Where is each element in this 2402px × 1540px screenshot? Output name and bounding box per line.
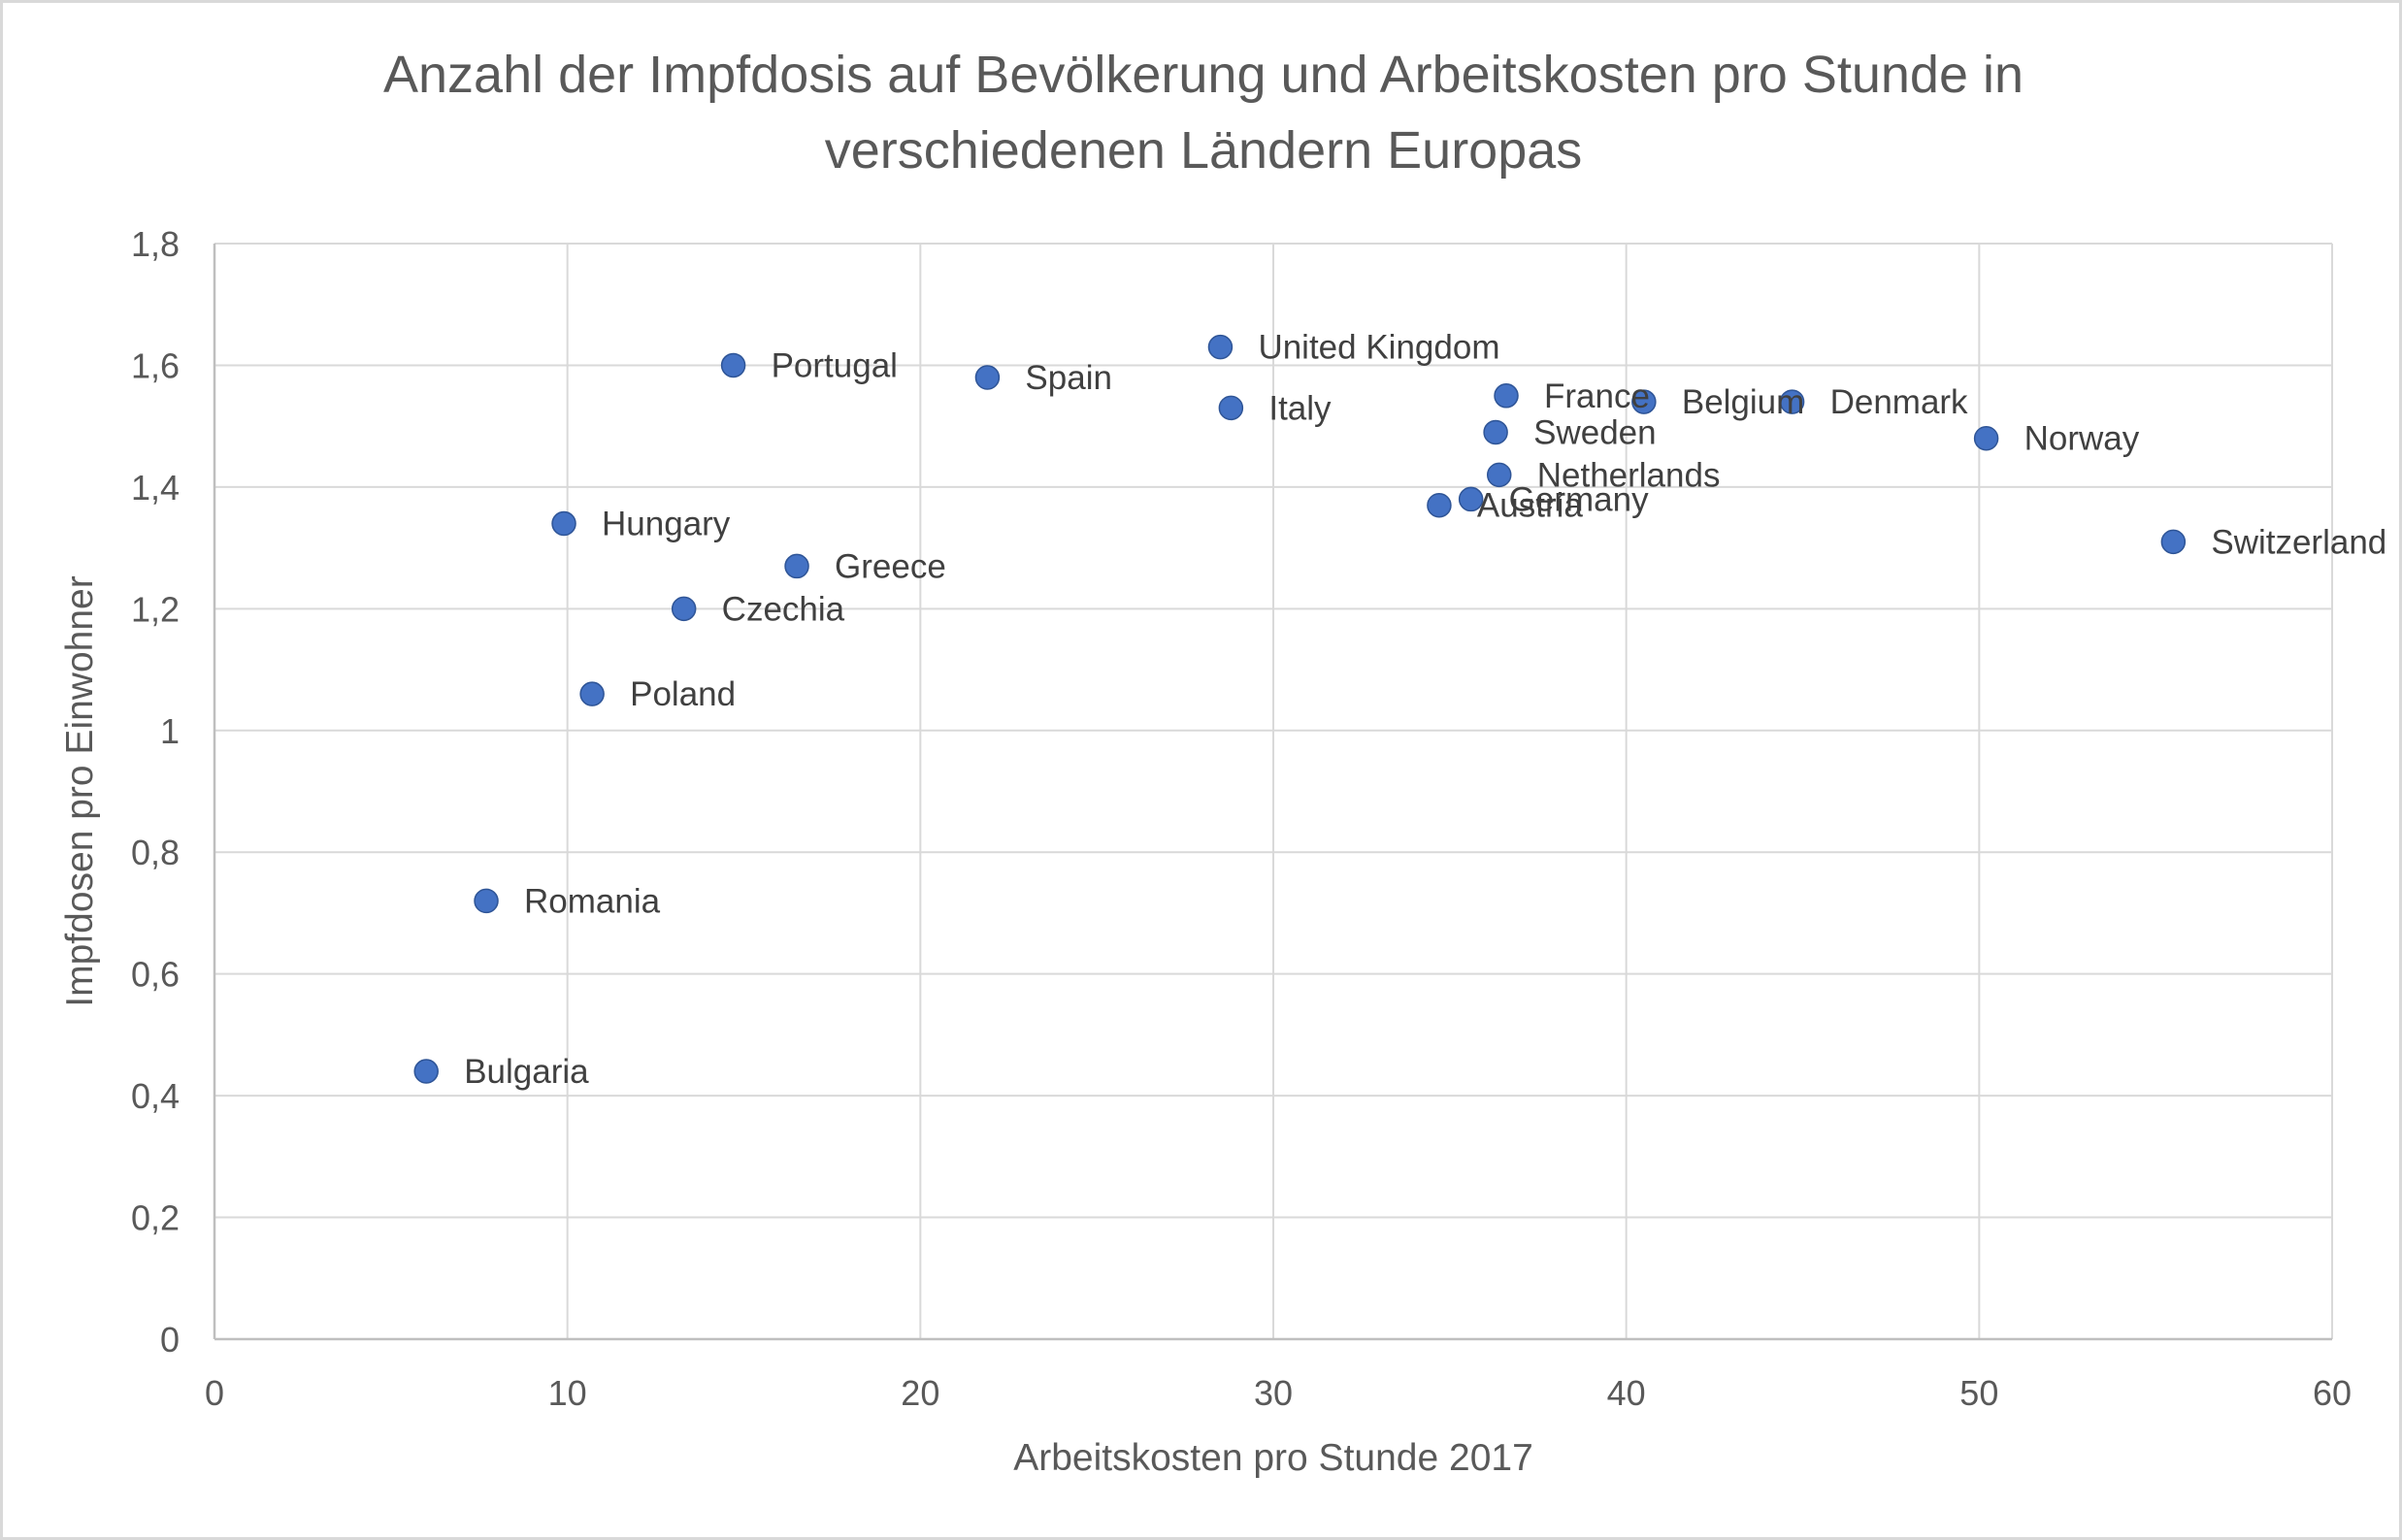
data-label: Austria	[1477, 487, 1583, 525]
scatter-chart: Anzahl der Impfdosis auf Bevölkerung und…	[59, 46, 2386, 1479]
data-point	[1631, 389, 1657, 414]
y-tick-label: 1,6	[131, 345, 180, 385]
y-tick-label: 1,8	[131, 224, 180, 264]
y-axis-title: Impfdosen pro Einwohner	[59, 575, 101, 1006]
x-tick-label: 40	[1607, 1373, 1646, 1413]
data-label: Sweden	[1533, 413, 1656, 451]
y-tick-label: 1,2	[131, 589, 180, 629]
data-label: Denmark	[1830, 383, 1968, 421]
data-label: Poland	[630, 675, 736, 713]
y-axis-ticks: 0 0,2 0,4 0,6 0,8 1 1,2 1,4 1,6 1,8	[131, 224, 180, 1360]
data-labels: Portugal Spain United Kingdom Italy France Be…	[464, 329, 2386, 1091]
y-tick-label: 0,2	[131, 1198, 180, 1238]
x-tick-label: 30	[1254, 1373, 1293, 1413]
data-label: Switzerland	[2211, 523, 2386, 561]
y-tick-label: 1	[160, 711, 180, 751]
data-point	[720, 352, 746, 378]
y-tick-label: 0,8	[131, 833, 180, 872]
data-label: France	[1544, 377, 1650, 415]
data-point	[974, 365, 1001, 390]
data-point	[671, 596, 697, 622]
data-point	[551, 510, 576, 537]
data-label: Netherlands	[1537, 456, 1721, 494]
y-tick-label: 0,6	[131, 955, 180, 995]
data-label: Bulgaria	[464, 1053, 589, 1091]
data-label: Romania	[524, 882, 661, 920]
data-point	[1494, 383, 1519, 409]
x-tick-label: 20	[901, 1373, 939, 1413]
data-point	[1458, 486, 1484, 512]
y-tick-label: 0,4	[131, 1076, 180, 1116]
gridlines	[213, 243, 2333, 1341]
data-label: Norway	[2024, 420, 2140, 458]
y-tick-label: 0	[160, 1320, 180, 1360]
x-axis-title: Arbeitskosten pro Stunde 2017	[1013, 1437, 1533, 1479]
data-label: Spain	[1025, 359, 1112, 397]
data-label: Portugal	[772, 346, 898, 384]
chart-title-line: verschiedenen Ländern Europas	[825, 121, 1583, 180]
data-label: Hungary	[602, 506, 731, 543]
data-point	[1207, 334, 1234, 360]
data-point	[1973, 425, 1999, 451]
data-point	[579, 681, 605, 706]
data-label: Belgium	[1682, 383, 1804, 421]
x-tick-label: 10	[548, 1373, 587, 1413]
data-point	[1427, 492, 1452, 518]
data-point	[474, 888, 499, 914]
data-label: Germany	[1509, 480, 1649, 518]
x-tick-label: 60	[2313, 1373, 2352, 1413]
x-tick-label: 50	[1959, 1373, 1998, 1413]
y-tick-label: 1,4	[131, 468, 180, 508]
data-points	[413, 334, 2187, 1084]
data-point	[1486, 462, 1512, 488]
data-point	[1218, 395, 1244, 421]
data-label: Czechia	[722, 590, 845, 628]
data-label: United Kingdom	[1258, 329, 1499, 367]
data-label: Italy	[1268, 389, 1332, 427]
x-axis-ticks: 0 10 20 30 40 50 60	[205, 1373, 2352, 1413]
data-point	[413, 1059, 439, 1084]
data-point	[784, 553, 809, 579]
chart-title: Anzahl der Impfdosis auf Bevölkerung und…	[383, 46, 2024, 180]
x-tick-label: 0	[205, 1373, 224, 1413]
chart-title-line: Anzahl der Impfdosis auf Bevölkerung und…	[383, 46, 2024, 104]
data-point	[1483, 419, 1508, 445]
data-point	[1779, 389, 1805, 414]
data-label: Greece	[835, 547, 946, 585]
data-point	[2160, 529, 2187, 555]
